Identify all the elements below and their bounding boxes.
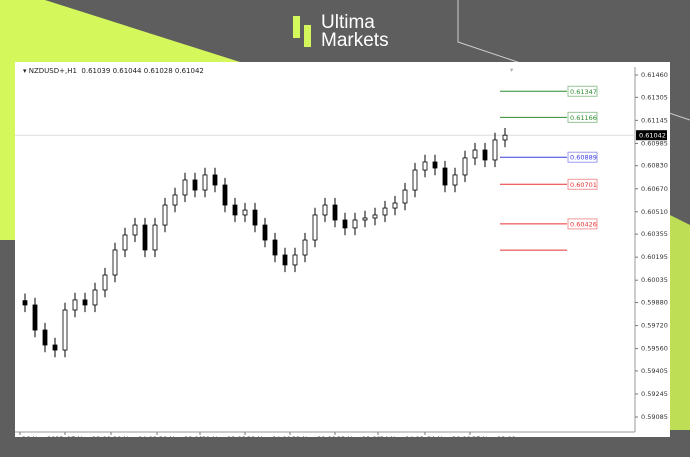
level-label-box [567, 151, 598, 163]
candle-body [412, 169, 418, 191]
y-tick-label: 0.59085 [641, 413, 668, 421]
x-tick-label: 24 Nov 20:00 [427, 435, 471, 437]
chart-panel[interactable]: 0.61460 0.61305 0.61145 0.60985 0.60830 0.606… [15, 62, 670, 437]
x-tick-label: 20 Nov 04:00 [113, 435, 157, 437]
y-tick-label: 0.61460 [641, 71, 668, 79]
x-tick-label: 20 Nov 20:00 [159, 435, 203, 437]
candle-body [302, 239, 308, 256]
x-tick-label: 17 Nov 12:00 [67, 435, 111, 437]
candle-body [492, 139, 498, 161]
candle-body [382, 207, 388, 216]
logo-mark-icon [293, 16, 311, 47]
y-tick-label: 0.60355 [641, 230, 668, 238]
candle-body [482, 149, 488, 161]
candle-body [232, 204, 238, 216]
y-tick-label: 0.60830 [641, 162, 668, 170]
candle-body [152, 224, 158, 251]
candle-body [182, 179, 188, 196]
current-price-label: 0.61042 [639, 132, 666, 140]
x-tick-label: 24 Nov 04:00 [380, 435, 424, 437]
y-tick-label: 0.60035 [641, 276, 668, 284]
candle-body [92, 289, 98, 306]
candle-body [352, 219, 358, 229]
candle-body [292, 254, 298, 266]
brand-logo: Ultima Markets [292, 12, 389, 51]
y-tick-label: 0.59405 [641, 367, 668, 375]
y-tick-label: 0.59560 [641, 345, 668, 353]
level-label: 0.60426 [570, 220, 597, 228]
candle-body [442, 167, 448, 186]
price-chart[interactable]: 0.61460 0.61305 0.61145 0.60985 0.60830 0.606… [15, 62, 670, 437]
x-tick-label: 22 Nov 20:00 [292, 435, 336, 437]
candle-body [432, 161, 438, 169]
scroll-marker-icon: ▾ [510, 66, 514, 74]
candle-body [192, 179, 198, 191]
y-tick-label: 0.60195 [641, 253, 668, 261]
level-label: 0.61166 [570, 114, 597, 122]
ohlc-readout: 0.61039 0.61044 0.61028 0.61042 [81, 67, 204, 75]
candle-body [22, 300, 28, 306]
brand-line1: Ultima [321, 12, 375, 33]
candle-body [332, 204, 338, 221]
candle-body [362, 217, 368, 221]
level-label-box [567, 111, 598, 123]
candle-body [82, 299, 88, 306]
candle-body [62, 309, 68, 351]
candle-body [32, 304, 38, 331]
y-tick-label: 0.59720 [641, 322, 668, 330]
candle-body [112, 249, 118, 276]
y-tick-label: 0.61145 [641, 116, 668, 124]
candle-body [72, 299, 78, 311]
candle-body [342, 219, 348, 229]
x-tick-label: 22 Nov 04:00 [247, 435, 291, 437]
candle-body [132, 224, 138, 236]
candle-body [122, 234, 128, 251]
y-tick-label: 0.59880 [641, 299, 668, 307]
candle-body [422, 161, 428, 171]
candle-body [262, 224, 268, 241]
candle-body [242, 209, 248, 216]
current-price-badge [636, 130, 667, 141]
candle-body [282, 254, 288, 266]
level-label: 0.60701 [570, 181, 597, 189]
y-tick-label: 0.59245 [641, 390, 668, 398]
x-tick-label: 27 Nov 12:00 [472, 435, 516, 437]
candle-body [222, 184, 228, 206]
candle-body [312, 214, 318, 241]
chart-header: ▾ NZDUSD+,H1 0.61039 0.61044 0.61028 0.6… [23, 67, 204, 75]
level-label: 0.61347 [570, 88, 597, 96]
candle-body [52, 344, 58, 351]
level-label: 0.60889 [570, 154, 597, 162]
x-tick-label: 16 Nov 2023 [22, 435, 64, 437]
candle-body [502, 134, 508, 141]
candle-body [462, 157, 468, 176]
candle-body [272, 239, 278, 256]
candle-body [452, 174, 458, 186]
candle-body [42, 329, 48, 346]
candle-body [162, 204, 168, 226]
candle-body [142, 224, 148, 251]
candle-body [172, 194, 178, 206]
candle-body [372, 214, 378, 219]
symbol-label: NZDUSD+,H1 [28, 67, 77, 75]
candle-body [202, 174, 208, 191]
y-tick-label: 0.61305 [641, 93, 668, 101]
level-label-box [567, 178, 598, 190]
level-label-box [567, 218, 598, 230]
y-tick-label: 0.60670 [641, 185, 668, 193]
candle-body [402, 189, 408, 204]
level-label-box [567, 85, 598, 97]
candle-body [212, 174, 218, 186]
brand-line2: Markets [321, 30, 389, 51]
candle-body [472, 149, 478, 159]
candle-body [252, 209, 258, 226]
x-tick-label: 23 Nov 12:00 [337, 435, 381, 437]
y-tick-label: 0.60985 [641, 139, 668, 147]
candle-body [392, 202, 398, 209]
candle-body [322, 204, 328, 216]
y-tick-label: 0.60510 [641, 208, 668, 216]
x-tick-label: 21 Nov 12:00 [202, 435, 246, 437]
candle-body [102, 274, 108, 291]
